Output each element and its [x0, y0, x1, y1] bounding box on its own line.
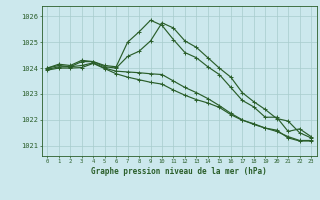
X-axis label: Graphe pression niveau de la mer (hPa): Graphe pression niveau de la mer (hPa): [91, 167, 267, 176]
